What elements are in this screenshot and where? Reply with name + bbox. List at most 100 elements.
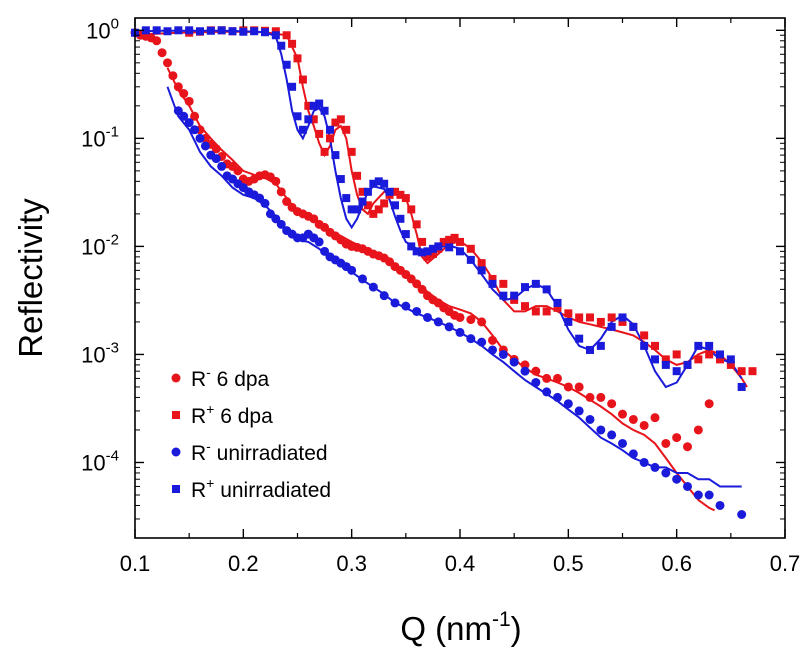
series-4-point bbox=[320, 106, 329, 115]
x-tick-label: 0.5 bbox=[553, 551, 584, 576]
series-2-point bbox=[320, 147, 329, 156]
series-3-point bbox=[607, 430, 617, 440]
series-3-point bbox=[412, 306, 422, 316]
series-3-point bbox=[423, 312, 432, 322]
series-2-point bbox=[661, 355, 670, 364]
series-1-point bbox=[190, 111, 200, 121]
series-4-point bbox=[683, 360, 692, 369]
series-1-point bbox=[542, 373, 552, 383]
series-1-point bbox=[211, 144, 221, 154]
series-3-point bbox=[693, 490, 703, 500]
series-4-point bbox=[385, 187, 394, 196]
series-2-point bbox=[380, 199, 389, 208]
series-4-point bbox=[163, 27, 172, 36]
series-2-point bbox=[450, 233, 459, 242]
series-4-point bbox=[553, 298, 562, 307]
series-2-point bbox=[304, 101, 313, 110]
series-4-point bbox=[152, 26, 161, 35]
series-4-point bbox=[618, 313, 627, 322]
series-2-point bbox=[439, 237, 448, 246]
series-3-point bbox=[531, 377, 541, 387]
series-4-point bbox=[396, 214, 405, 223]
series-2-point bbox=[607, 313, 616, 322]
series-3-point bbox=[390, 298, 400, 308]
series-2-point bbox=[369, 209, 378, 218]
y-tick-label: 10-3 bbox=[81, 339, 119, 367]
series-2-point bbox=[575, 313, 584, 322]
y-tick-label: 100 bbox=[86, 15, 119, 43]
series-1-point bbox=[184, 96, 194, 106]
series-4-point bbox=[510, 291, 519, 300]
series-1-point bbox=[574, 382, 584, 392]
series-3-point bbox=[650, 462, 660, 472]
series-3-point bbox=[466, 334, 476, 344]
series-1-point bbox=[661, 438, 671, 448]
series-4-point bbox=[326, 125, 334, 134]
x-tick-label: 0.3 bbox=[336, 551, 367, 576]
legend-marker bbox=[171, 447, 181, 457]
series-4-point bbox=[428, 244, 437, 253]
series-3-point bbox=[173, 106, 183, 116]
series-2-point bbox=[456, 237, 464, 246]
series-4-point bbox=[488, 279, 497, 288]
series-3-point bbox=[672, 474, 682, 484]
x-tick-label: 0.1 bbox=[120, 551, 151, 576]
series-1-point bbox=[585, 392, 595, 402]
series-4-point bbox=[228, 27, 237, 36]
series-4-point bbox=[293, 112, 302, 121]
legend: R- 6 dpa R+ 6 dpa R- unirradiated R+ unirra… bbox=[171, 364, 331, 502]
series-1-point bbox=[168, 71, 178, 81]
fit-curve-1 bbox=[134, 30, 748, 388]
series-4-point bbox=[271, 31, 280, 40]
series-4-point bbox=[277, 41, 286, 50]
series-3-point bbox=[628, 449, 638, 459]
series-1-point bbox=[412, 279, 422, 289]
series-2-point bbox=[288, 39, 297, 48]
series-3-point bbox=[358, 274, 367, 284]
series-4-point bbox=[672, 367, 681, 376]
series-4-point bbox=[185, 26, 194, 35]
fit-curve-3 bbox=[134, 29, 743, 389]
series-1-point bbox=[628, 414, 638, 424]
series-4-point bbox=[726, 355, 735, 364]
series-3-point bbox=[379, 291, 389, 301]
series-3-point bbox=[563, 399, 573, 409]
series-3-point bbox=[200, 141, 210, 151]
series-4-point bbox=[239, 27, 248, 36]
series-1-point bbox=[693, 425, 703, 435]
series-3-point bbox=[661, 468, 671, 478]
series-3-point bbox=[195, 133, 205, 143]
series-1-point bbox=[271, 176, 281, 186]
series-1-point bbox=[276, 187, 286, 197]
series-3-point bbox=[184, 118, 194, 128]
series-1-point bbox=[650, 413, 660, 423]
legend-label: R- 6 dpa bbox=[191, 364, 270, 391]
series-3-point bbox=[520, 366, 530, 376]
legend-marker bbox=[172, 485, 180, 493]
axis-ticks: 0.1 0.2 0.3 0.4 0.5 0.6 0.7 100 10-1 10-2 10-3 10-4 bbox=[81, 15, 800, 576]
series-4-point bbox=[315, 99, 324, 108]
series-2-point bbox=[596, 317, 605, 326]
series-2-point bbox=[672, 350, 681, 359]
series-2-point bbox=[564, 309, 573, 318]
series-4-point bbox=[531, 279, 540, 288]
series-2-point bbox=[510, 295, 519, 304]
series-4-point bbox=[401, 230, 410, 239]
legend-label: R- unirradiated bbox=[191, 438, 328, 465]
series-2-point bbox=[586, 313, 594, 322]
series-4-point bbox=[542, 285, 551, 294]
series-2-point bbox=[396, 190, 405, 199]
series-3-point bbox=[401, 301, 411, 311]
series-4-point bbox=[369, 179, 378, 188]
series-1-point bbox=[233, 166, 243, 176]
series-3-point bbox=[639, 457, 649, 467]
series-2-point bbox=[423, 252, 432, 261]
y-tick-label: 10-4 bbox=[81, 447, 119, 475]
series-2-point bbox=[618, 317, 627, 326]
x-axis-title-close: ) bbox=[511, 610, 522, 647]
series-1-point bbox=[683, 442, 692, 452]
series-3-point bbox=[314, 237, 324, 247]
series-4-point bbox=[380, 179, 389, 188]
series-1-point bbox=[466, 315, 476, 325]
series-4-point bbox=[141, 26, 150, 35]
